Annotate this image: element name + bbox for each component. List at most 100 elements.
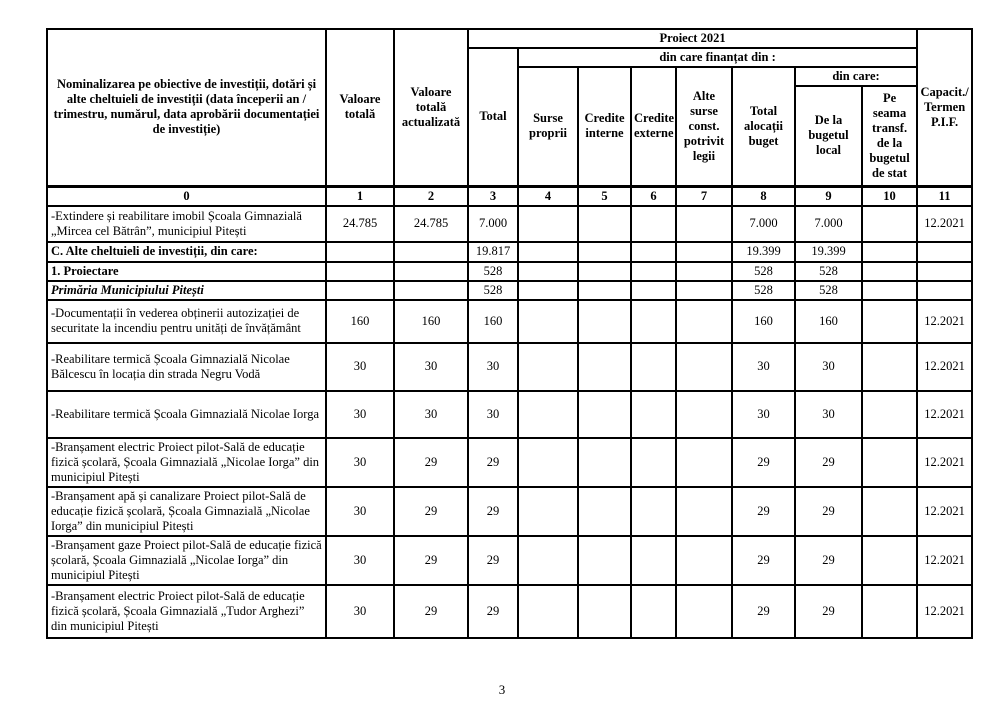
column-index-cell: 2 <box>393 184 469 207</box>
value-cell <box>325 240 395 263</box>
value-cell: 528 <box>794 260 863 282</box>
value-cell: 7.000 <box>794 204 863 243</box>
value-cell: 528 <box>731 260 796 282</box>
value-cell: 29 <box>794 534 863 586</box>
value-cell: 29 <box>467 436 519 488</box>
value-cell: 29 <box>393 583 469 639</box>
value-cell: 29 <box>794 583 863 639</box>
value-cell <box>577 583 632 639</box>
column-index-cell: 8 <box>731 184 796 207</box>
value-cell <box>675 204 733 243</box>
value-cell: 30 <box>325 341 395 392</box>
header-total: Total <box>467 47 519 187</box>
row-label-cell: -Reabilitare termică Școala Gimnazială N… <box>46 341 327 392</box>
header-din-care-finantat: din care finanțat din : <box>516 47 919 68</box>
value-cell <box>393 260 469 282</box>
value-cell <box>675 389 733 439</box>
row-label-cell: C. Alte cheltuieli de investiții, din ca… <box>46 240 327 263</box>
value-cell <box>630 260 677 282</box>
value-cell: 12.2021 <box>916 534 974 586</box>
value-cell <box>577 204 632 243</box>
table-row: -Branșament electric Proiect pilot-Sală … <box>46 436 974 488</box>
row-label-cell: -Reabilitare termică Școala Gimnazială N… <box>46 389 327 439</box>
header-credite-externe: Credite externe <box>630 66 677 187</box>
value-cell <box>860 279 919 301</box>
value-cell <box>860 298 919 344</box>
value-cell <box>517 485 579 537</box>
value-cell <box>577 260 632 282</box>
value-cell: 12.2021 <box>916 298 974 344</box>
row-label-cell: -Branșament electric Proiect pilot-Sală … <box>46 583 327 639</box>
value-cell: 30 <box>325 485 395 537</box>
header-valoare-totala-actualizata: Valoare totală actualizată <box>393 28 469 187</box>
header-proiect-2021: Proiect 2021 <box>466 28 919 49</box>
value-cell <box>916 240 974 263</box>
header-alte-surse: Alte surse const. potrivit legii <box>675 66 733 187</box>
row-label-cell: -Extindere și reabilitare imobil Școala … <box>46 204 327 243</box>
value-cell <box>630 389 677 439</box>
value-cell <box>517 436 579 488</box>
value-cell: 7.000 <box>467 204 519 243</box>
value-cell: 24.785 <box>325 204 395 243</box>
table-row: -Extindere și reabilitare imobil Școala … <box>46 204 974 243</box>
header-nominalizarea: Nominalizarea pe obiective de investiții… <box>46 28 327 187</box>
value-cell <box>860 204 919 243</box>
column-index-cell: 1 <box>325 184 395 207</box>
value-cell <box>517 260 579 282</box>
value-cell: 12.2021 <box>916 341 974 392</box>
value-cell <box>630 436 677 488</box>
value-cell <box>675 485 733 537</box>
value-cell <box>630 341 677 392</box>
value-cell <box>577 534 632 586</box>
value-cell <box>517 298 579 344</box>
value-cell: 30 <box>467 389 519 439</box>
value-cell <box>577 389 632 439</box>
row-label-cell: -Branșament gaze Proiect pilot-Sală de e… <box>46 534 327 586</box>
value-cell <box>577 279 632 301</box>
value-cell <box>675 240 733 263</box>
value-cell: 24.785 <box>393 204 469 243</box>
value-cell <box>517 389 579 439</box>
value-cell: 29 <box>794 436 863 488</box>
column-index-cell: 11 <box>916 184 974 207</box>
value-cell: 528 <box>794 279 863 301</box>
column-index-cell: 3 <box>467 184 519 207</box>
value-cell <box>675 298 733 344</box>
value-cell: 29 <box>393 436 469 488</box>
value-cell: 19.399 <box>794 240 863 263</box>
value-cell <box>860 583 919 639</box>
table-row: -Reabilitare termică Școala Gimnazială N… <box>46 341 974 392</box>
value-cell: 30 <box>467 341 519 392</box>
table-row: -Branșament electric Proiect pilot-Sală … <box>46 583 974 639</box>
table-row: C. Alte cheltuieli de investiții, din ca… <box>46 240 974 263</box>
value-cell <box>860 341 919 392</box>
row-label-cell: -Documentații în vederea obținerii autoz… <box>46 298 327 344</box>
value-cell <box>325 279 395 301</box>
header-de-la-bugetul-local: De la bugetul local <box>794 85 863 187</box>
value-cell <box>630 298 677 344</box>
value-cell <box>630 534 677 586</box>
value-cell: 12.2021 <box>916 389 974 439</box>
column-index-cell: 0 <box>46 184 327 207</box>
value-cell: 160 <box>393 298 469 344</box>
value-cell <box>517 534 579 586</box>
value-cell: 160 <box>794 298 863 344</box>
value-cell <box>577 485 632 537</box>
header-valoare-totala: Valoare totală <box>325 28 395 187</box>
column-index-cell: 4 <box>517 184 579 207</box>
value-cell <box>860 240 919 263</box>
value-cell: 29 <box>794 485 863 537</box>
value-cell <box>517 279 579 301</box>
value-cell <box>675 436 733 488</box>
value-cell <box>860 534 919 586</box>
header-surse-proprii: Surse proprii <box>517 66 579 187</box>
value-cell: 30 <box>325 534 395 586</box>
table-row: 1. Proiectare 528 528 528 <box>46 260 974 282</box>
row-label-cell: Primăria Municipiului Pitești <box>46 279 327 301</box>
value-cell <box>630 485 677 537</box>
value-cell <box>517 583 579 639</box>
value-cell: 29 <box>731 436 796 488</box>
table-row: Primăria Municipiului Pitești 528 528 528 <box>46 279 974 301</box>
header-row-din-care-finantat: Total din care finanțat din : <box>47 47 972 187</box>
